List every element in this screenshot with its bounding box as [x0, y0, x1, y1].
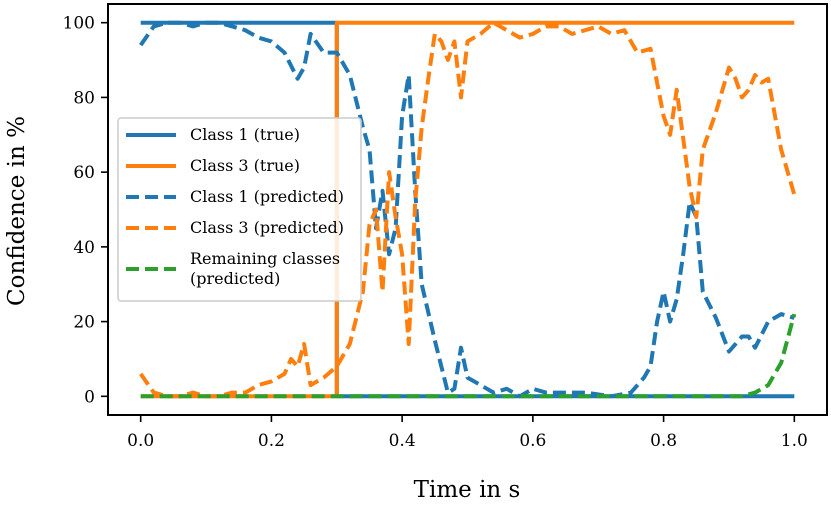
y-tick-label: 40 [73, 238, 95, 258]
y-tick-label: 20 [73, 313, 95, 333]
y-tick-label: 100 [63, 14, 95, 34]
y-tick-label: 80 [73, 88, 95, 108]
series-line-class-3-predicted [139, 20, 797, 399]
legend: Class 1 (true) Class 3 (true) Class 1 (pre… [117, 117, 362, 302]
y-axis-label: Confidence in % [4, 116, 30, 306]
legend-label-remaining-classes-predicted: Remaining classes (predicted) [190, 249, 340, 288]
x-tick-label: 1.0 [781, 431, 808, 451]
x-tick-label: 0.4 [389, 431, 416, 451]
y-axis-ticks: 0 20 40 60 80 100 [63, 14, 108, 407]
plot-frame [107, 3, 828, 416]
legend-label-class-1-true: Class 1 (true) [190, 125, 300, 144]
series-line-class-1-predicted [139, 20, 795, 399]
x-axis-ticks: 0.0 0.2 0.4 0.6 0.8 1.0 [127, 415, 808, 451]
x-tick-label: 0.8 [650, 431, 677, 451]
x-tick-label: 0.6 [519, 431, 546, 451]
series-line-remaining-classes-predicted [140, 313, 797, 399]
legend-box [117, 117, 362, 302]
legend-label-class-3-predicted: Class 3 (predicted) [190, 218, 344, 237]
x-axis-label: Time in s [414, 477, 521, 503]
legend-label-class-3-true: Class 3 (true) [190, 156, 300, 175]
x-tick-label: 0.2 [258, 431, 285, 451]
y-tick-label: 0 [84, 387, 95, 407]
x-tick-label: 0.0 [127, 431, 154, 451]
y-tick-label: 60 [73, 163, 95, 183]
legend-label-class-1-predicted: Class 1 (predicted) [190, 187, 344, 206]
